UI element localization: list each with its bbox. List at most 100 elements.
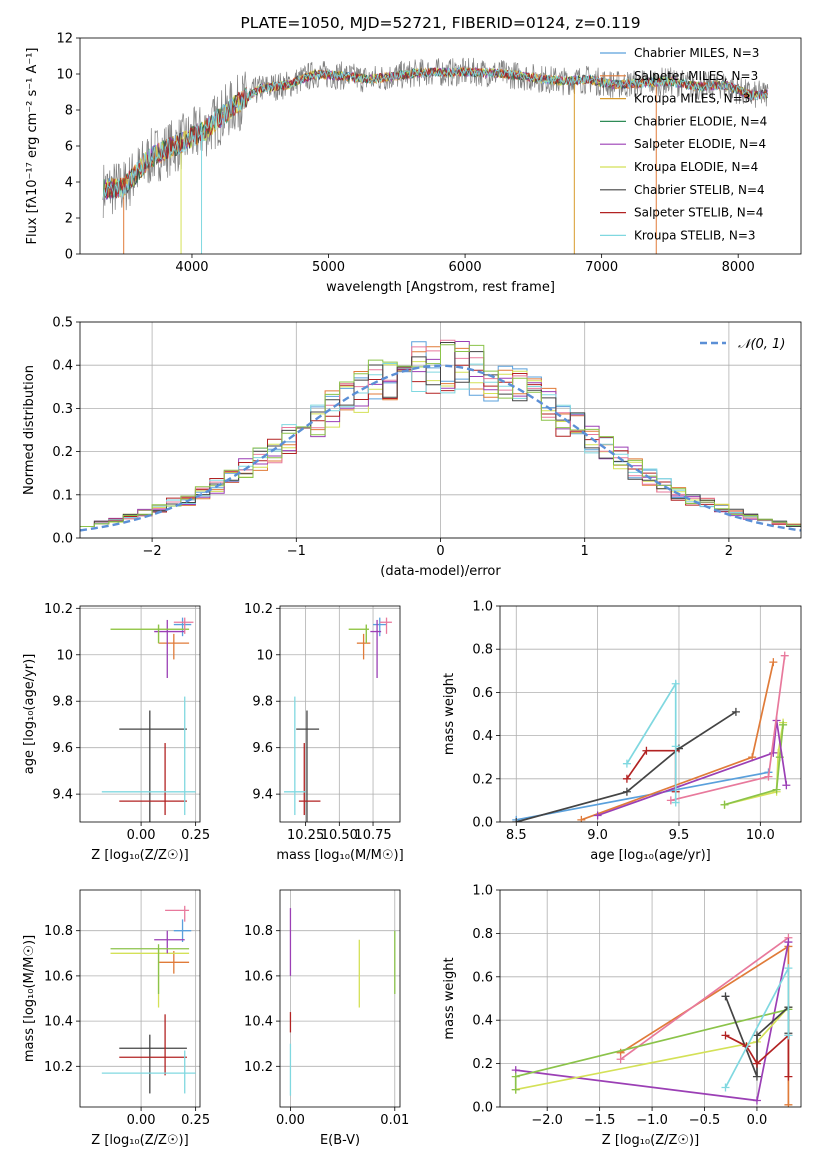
- x-tick-label: 0.00: [127, 1113, 156, 1128]
- x-axis-label: wavelength [Angstrom, rest frame]: [326, 280, 555, 295]
- weight-marker: [577, 815, 586, 822]
- x-tick-label: 9.0: [587, 828, 608, 843]
- y-tick-label: 10.6: [244, 969, 273, 984]
- errorbar-point-1: [356, 633, 371, 660]
- y-tick-label: 10: [256, 648, 273, 663]
- y-tick-label: 10.2: [244, 602, 273, 617]
- errorbar-point-4: [110, 944, 190, 994]
- y-tick-label: 10.2: [44, 1060, 73, 1075]
- y-tick-label: 10.2: [244, 1060, 273, 1075]
- x-axis-label: age [log₁₀(age/yr)]: [590, 848, 711, 863]
- x-tick-label: 2: [725, 544, 733, 559]
- weight-marker: [782, 781, 791, 790]
- x-tick-label: −0.5: [689, 1113, 721, 1128]
- errorbar-point-3: [154, 930, 185, 954]
- x-axis-label: Z [log₁₀(Z/Z☉)]: [602, 1133, 699, 1148]
- axes-frame: [279, 605, 401, 823]
- y-tick-label: 10.8: [244, 924, 273, 939]
- errorbar-point-8: [284, 696, 306, 816]
- weight-marker: [784, 938, 793, 947]
- weight-marker: [780, 651, 789, 660]
- weight-marker: [671, 679, 680, 688]
- y-tick-label: 0.6: [472, 686, 493, 701]
- errorbar-point-6: [119, 710, 187, 822]
- x-tick-label: −2.0: [531, 1113, 563, 1128]
- errorbar-point-0: [173, 617, 192, 637]
- weight-marker: [512, 818, 521, 822]
- plot-spectrum: 4000 5000 6000 7000 8000 0 2 4 6 8 10 12 wavelength …: [25, 14, 802, 295]
- y-tick-label: 9.6: [52, 741, 73, 756]
- y-axis-label: mass weight: [442, 957, 457, 1039]
- legend-label-3: Chabrier ELODIE, N=4: [634, 114, 767, 128]
- y-tick-label: 10.6: [44, 969, 73, 984]
- legend-label-5: Kroupa ELODIE, N=4: [634, 160, 758, 174]
- errorbar-point-6: [119, 1034, 187, 1094]
- errorbar-point-1: [158, 633, 190, 660]
- weight-marker: [622, 787, 631, 796]
- errorbar-point-8: [101, 1050, 196, 1094]
- weight-line-0: [516, 771, 769, 821]
- weight-marker: [622, 774, 631, 783]
- weight-marker: [731, 707, 740, 716]
- x-tick-label: 4000: [175, 260, 208, 275]
- x-tick-label: 0.00: [276, 1113, 305, 1128]
- histogram-8: [80, 344, 801, 527]
- weight-marker: [642, 746, 651, 755]
- y-tick-label: 0.2: [472, 1057, 493, 1072]
- y-tick-label: 10.2: [44, 602, 73, 617]
- weight-marker: [721, 1083, 730, 1092]
- errorbar-point-7: [119, 743, 187, 816]
- x-tick-label: 0.00: [127, 828, 156, 843]
- x-axis-label: (data-model)/error: [380, 564, 501, 579]
- y-tick-label: 0.1: [52, 488, 73, 503]
- plot-area-mass_vs_EBV: [289, 908, 396, 1096]
- y-tick-label: 0.6: [472, 970, 493, 985]
- axes-frame: [79, 605, 201, 823]
- errorbar-point-5: [379, 617, 392, 634]
- y-tick-label: 0.3: [52, 402, 73, 417]
- errorbar-point-6: [296, 710, 320, 822]
- errorbar-point-8: [101, 696, 196, 816]
- y-tick-label: 6: [65, 140, 73, 155]
- y-tick-label: 0.0: [472, 1101, 493, 1116]
- legend-label-8: Kroupa STELIB, N=3: [634, 228, 756, 242]
- y-axis-label: age [log₁₀(age/yr)]: [22, 654, 37, 775]
- x-tick-label: −1: [287, 544, 306, 559]
- y-tick-label: 0.4: [52, 359, 73, 374]
- y-tick-label: 10: [56, 68, 73, 83]
- weight-marker: [779, 720, 788, 729]
- axes-frame: [499, 605, 802, 823]
- y-tick-label: 2: [65, 212, 73, 227]
- y-tick-label: 0.5: [52, 316, 73, 331]
- weight-marker: [593, 811, 602, 820]
- axes-frame: [79, 321, 802, 539]
- errorbar-point-4: [348, 624, 369, 644]
- plot-area-spectrum: [102, 57, 769, 254]
- plot-weight_vs_age: 8.5 9.0 9.5 10.0 0.0 0.2 0.4 0.6 0.8 1.0 age [log₁…: [442, 600, 802, 863]
- weight-marker: [784, 1031, 793, 1040]
- weight-marker: [752, 1096, 761, 1105]
- errorbar-point-3: [370, 619, 382, 678]
- y-tick-label: 0.2: [52, 445, 73, 460]
- plot-area-residuals: [80, 339, 801, 532]
- axes-frame: [79, 37, 802, 255]
- errorbar-point-5: [173, 617, 194, 634]
- errorbar-point-2: [110, 948, 190, 1008]
- weight-marker: [784, 1072, 793, 1081]
- x-axis-label: mass [log₁₀(M/M☉)]: [276, 848, 403, 863]
- weight-marker: [721, 1031, 730, 1040]
- model-spectrum-7: [102, 66, 768, 200]
- weight-marker: [622, 759, 631, 768]
- errorbar-point-7: [298, 743, 321, 816]
- errorbar-point-0: [373, 617, 387, 637]
- y-tick-label: 10.4: [244, 1015, 273, 1030]
- x-axis-label: Z [log₁₀(Z/Z☉)]: [91, 848, 188, 863]
- legend-label-4: Salpeter ELODIE, N=4: [634, 137, 766, 151]
- x-tick-label: 1: [581, 544, 589, 559]
- errorbar-point-5: [165, 905, 190, 922]
- weight-marker: [769, 658, 778, 667]
- x-tick-label: 0.01: [380, 1113, 409, 1128]
- weight-marker: [671, 742, 680, 751]
